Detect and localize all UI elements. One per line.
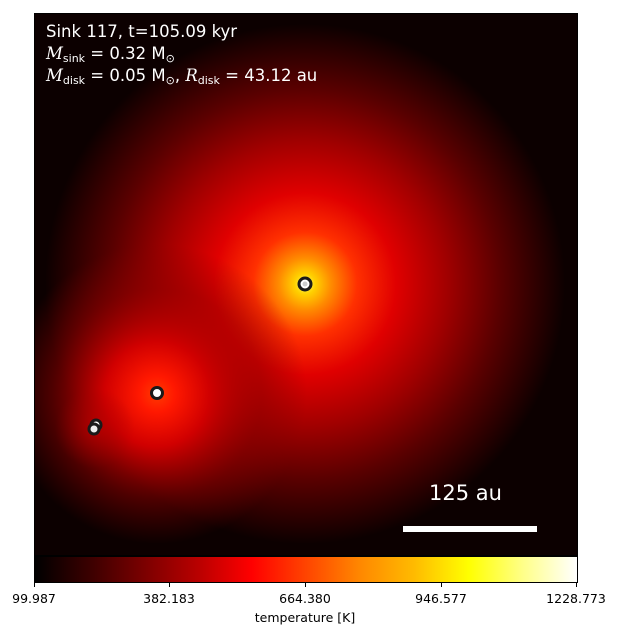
colorbar-label: temperature [K] xyxy=(254,610,356,625)
colorbar-tick-label: 99.987 xyxy=(12,591,56,606)
colorbar-tick-label: 946.577 xyxy=(415,591,467,606)
temperature-colorbar xyxy=(34,556,578,583)
colorbar-tick xyxy=(305,583,306,587)
colorbar-tick xyxy=(441,583,442,587)
disk-radius-subscript: disk xyxy=(197,74,220,87)
disk-mass-symbol: M xyxy=(46,66,63,85)
colorbar-tick xyxy=(34,583,35,587)
colorbar-tick xyxy=(169,583,170,587)
scale-bar xyxy=(403,526,537,532)
disk-mass-value: = 0.05 M xyxy=(90,66,166,85)
scale-bar-label: 125 au xyxy=(429,481,502,505)
disk-radius-symbol: R xyxy=(185,66,198,85)
temperature-map: Sink 117, t=105.09 kyr Msink = 0.32 M⊙ M… xyxy=(34,13,578,556)
solar-mass-symbol-2: ⊙ xyxy=(165,74,175,87)
solar-mass-symbol: ⊙ xyxy=(165,52,175,65)
sink-marker-secondary xyxy=(150,386,164,400)
sink-mass-subscript: sink xyxy=(62,52,86,65)
sink-mass-value: = 0.32 M xyxy=(90,44,166,63)
sink-title: Sink 117, t=105.09 kyr xyxy=(46,22,238,41)
disk-radius-value: = 43.12 au xyxy=(225,66,318,85)
disk-properties-label: Mdisk = 0.05 M⊙, Rdisk = 43.12 au xyxy=(46,66,318,87)
disk-mass-subscript: disk xyxy=(62,74,86,87)
sink-mass-label: Msink = 0.32 M⊙ xyxy=(46,43,175,69)
colorbar-tick-label: 382.183 xyxy=(143,591,195,606)
sink-marker-primary-core xyxy=(302,281,308,287)
sink-mass-symbol: M xyxy=(46,44,63,63)
colorbar-tick xyxy=(576,583,577,587)
temperature-field xyxy=(35,14,577,555)
colorbar-tick-label: 1228.773 xyxy=(546,591,606,606)
colorbar-tick-label: 664.380 xyxy=(279,591,331,606)
sink-marker-tertiary-b xyxy=(87,422,101,436)
